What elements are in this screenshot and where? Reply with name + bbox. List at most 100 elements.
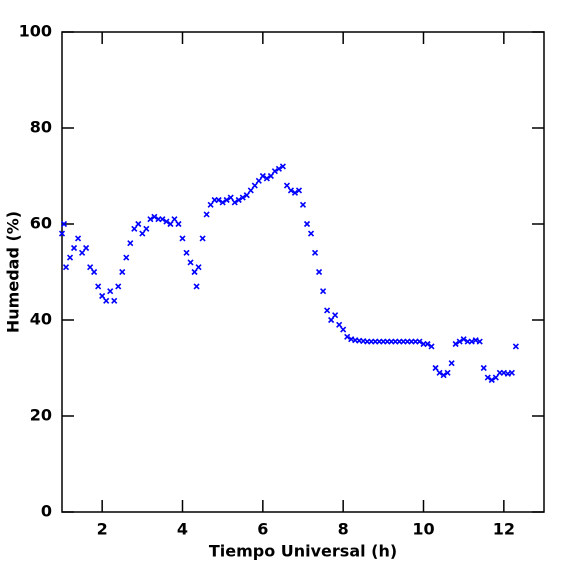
point-stroke (83, 244, 90, 252)
point-stroke (488, 376, 495, 384)
point (271, 168, 278, 175)
point-stroke (99, 292, 106, 300)
point-stroke (247, 187, 254, 194)
point (283, 182, 290, 189)
point-stroke (235, 196, 242, 204)
point-stroke (460, 336, 467, 343)
point-stroke (303, 220, 311, 228)
point-stroke (231, 199, 238, 206)
point-stroke (279, 163, 286, 170)
point-stroke (440, 372, 447, 379)
point-stroke (143, 225, 150, 232)
point-stroke (448, 360, 455, 367)
point (223, 196, 230, 204)
point (291, 189, 299, 196)
point-stroke (163, 218, 170, 225)
point-stroke (291, 189, 299, 196)
point-stroke (468, 338, 475, 345)
point-stroke (207, 201, 214, 208)
point (299, 201, 307, 208)
y-tick-label: 20 (30, 406, 52, 425)
point (480, 364, 487, 372)
point-stroke (159, 216, 166, 223)
point (171, 216, 178, 223)
point (79, 249, 86, 256)
point (279, 163, 286, 170)
point (151, 213, 158, 220)
point-stroke (255, 177, 262, 184)
point (99, 292, 106, 300)
point-stroke (62, 264, 70, 271)
point-stroke (193, 283, 200, 290)
point (267, 172, 274, 180)
point-stroke (416, 338, 423, 345)
point-stroke (139, 230, 146, 237)
point-stroke (484, 374, 491, 381)
point (179, 235, 186, 242)
point (193, 283, 200, 290)
point (235, 196, 242, 204)
point (119, 268, 126, 276)
x-tick-label: 12 (493, 520, 515, 539)
point-stroke (70, 244, 78, 252)
point (115, 283, 122, 290)
point-stroke (271, 168, 278, 175)
point (159, 216, 166, 223)
point (492, 374, 499, 381)
point (58, 230, 66, 237)
point (508, 369, 515, 376)
point (324, 307, 331, 314)
point-stroke (436, 369, 443, 376)
point-stroke (251, 182, 258, 189)
point (416, 338, 423, 345)
point-stroke (58, 230, 66, 237)
point-stroke (147, 216, 154, 223)
point (307, 230, 315, 237)
point-stroke (223, 196, 230, 204)
x-tick-label: 2 (97, 520, 108, 539)
point (111, 297, 118, 304)
point (328, 316, 335, 324)
point (255, 177, 262, 184)
point-stroke (151, 213, 158, 220)
point-stroke (267, 172, 274, 180)
point (103, 297, 110, 304)
point (139, 230, 146, 237)
point-stroke (336, 321, 343, 328)
x-tick-label: 8 (338, 520, 349, 539)
point (456, 338, 463, 345)
point-stroke (123, 254, 130, 261)
point (452, 340, 459, 348)
point-stroke (215, 196, 222, 204)
point-stroke (424, 340, 431, 348)
point-stroke (127, 240, 134, 247)
point (448, 360, 455, 367)
point (207, 201, 214, 208)
point (147, 216, 154, 223)
point (468, 338, 475, 345)
point (247, 187, 254, 194)
point-stroke (199, 235, 206, 242)
point (167, 220, 174, 228)
point-stroke (452, 340, 459, 348)
y-tick-label: 0 (41, 502, 52, 521)
point-stroke (476, 338, 483, 345)
point (263, 175, 270, 182)
point-stroke (131, 225, 138, 232)
point-stroke (492, 374, 499, 381)
point (123, 254, 130, 261)
point (66, 254, 74, 261)
point (62, 264, 70, 271)
point-stroke (107, 288, 114, 295)
point (70, 244, 78, 252)
point (340, 326, 347, 333)
point (243, 192, 250, 199)
point (251, 182, 258, 189)
point (444, 369, 451, 376)
point-stroke (119, 268, 126, 276)
point (239, 194, 246, 201)
point-stroke (432, 364, 439, 372)
point-stroke (332, 312, 339, 319)
point (199, 235, 206, 242)
